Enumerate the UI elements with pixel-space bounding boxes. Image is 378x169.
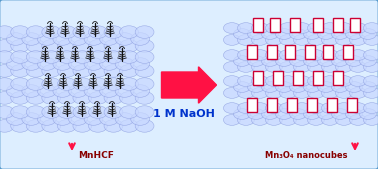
Ellipse shape [68,85,87,97]
Ellipse shape [6,33,25,45]
Ellipse shape [364,88,378,98]
Ellipse shape [307,50,324,61]
Ellipse shape [119,51,138,63]
Ellipse shape [265,103,282,113]
Ellipse shape [265,50,282,61]
Ellipse shape [359,109,376,119]
Bar [247,98,257,112]
Ellipse shape [318,82,335,92]
Ellipse shape [293,23,310,33]
Ellipse shape [248,82,264,92]
Ellipse shape [37,33,56,45]
Ellipse shape [119,120,138,132]
Ellipse shape [279,115,296,125]
Ellipse shape [11,78,29,90]
Ellipse shape [135,92,154,104]
Bar [307,98,317,112]
Ellipse shape [248,56,264,66]
Ellipse shape [53,58,72,70]
Ellipse shape [223,115,240,125]
Ellipse shape [57,51,76,63]
Bar [293,71,303,85]
Ellipse shape [88,106,107,118]
Ellipse shape [0,65,14,77]
Ellipse shape [307,115,324,125]
Ellipse shape [279,50,296,61]
Ellipse shape [73,106,92,118]
Ellipse shape [349,23,366,33]
Ellipse shape [119,40,138,52]
Ellipse shape [318,29,335,39]
Ellipse shape [364,76,378,87]
Ellipse shape [279,88,296,98]
Ellipse shape [6,85,25,97]
Bar [343,45,353,59]
Ellipse shape [73,51,92,63]
Ellipse shape [42,40,60,52]
Ellipse shape [359,29,376,39]
Ellipse shape [223,62,240,72]
Ellipse shape [335,34,352,45]
Ellipse shape [26,120,45,132]
Ellipse shape [42,92,60,104]
Ellipse shape [349,115,366,125]
Ellipse shape [42,26,60,38]
Bar [267,45,277,59]
Ellipse shape [345,56,363,66]
Ellipse shape [349,88,366,98]
Ellipse shape [73,26,92,38]
Ellipse shape [345,29,363,39]
Ellipse shape [88,51,107,63]
Ellipse shape [119,78,138,90]
Ellipse shape [84,113,103,125]
Ellipse shape [251,115,268,125]
Ellipse shape [223,103,240,113]
Ellipse shape [22,113,41,125]
Ellipse shape [22,58,41,70]
Ellipse shape [251,76,268,87]
Ellipse shape [223,50,240,61]
Ellipse shape [321,62,338,72]
Ellipse shape [6,58,25,70]
Bar [270,18,280,32]
Ellipse shape [304,82,321,92]
Ellipse shape [223,88,240,98]
Ellipse shape [11,26,29,38]
Ellipse shape [22,33,41,45]
Ellipse shape [104,120,123,132]
Ellipse shape [42,51,60,63]
Bar [333,18,343,32]
Ellipse shape [335,50,352,61]
Ellipse shape [104,78,123,90]
Ellipse shape [251,62,268,72]
Ellipse shape [265,88,282,98]
Text: 1 M NaOH: 1 M NaOH [153,109,215,119]
Bar [267,98,277,112]
Ellipse shape [321,34,338,45]
Ellipse shape [265,62,282,72]
Ellipse shape [307,62,324,72]
Ellipse shape [42,78,60,90]
Ellipse shape [290,109,307,119]
Ellipse shape [265,23,282,33]
Text: Mn₃O₄ nanocubes: Mn₃O₄ nanocubes [265,151,347,161]
Ellipse shape [53,33,72,45]
Ellipse shape [293,88,310,98]
Ellipse shape [364,103,378,113]
Ellipse shape [68,113,87,125]
Ellipse shape [251,23,268,33]
Ellipse shape [73,40,92,52]
Ellipse shape [119,92,138,104]
Ellipse shape [276,109,293,119]
Ellipse shape [276,82,293,92]
Ellipse shape [37,113,56,125]
Ellipse shape [135,78,154,90]
Ellipse shape [0,26,14,38]
Ellipse shape [104,51,123,63]
Ellipse shape [104,92,123,104]
Ellipse shape [26,92,45,104]
Ellipse shape [237,23,254,33]
Ellipse shape [37,85,56,97]
Ellipse shape [53,113,72,125]
